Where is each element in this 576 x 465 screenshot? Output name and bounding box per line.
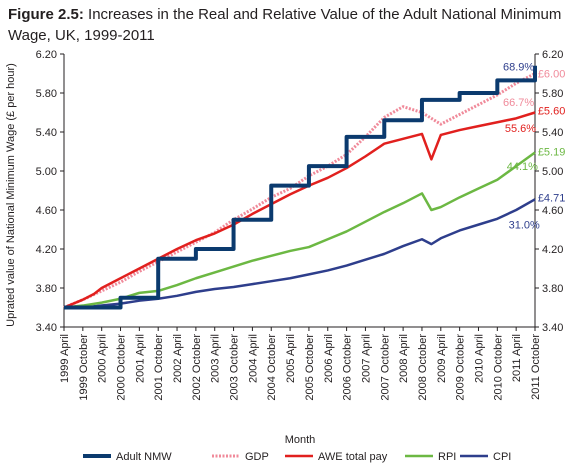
x-tick-label: 2006 April bbox=[323, 334, 335, 383]
x-tick-label: 2008 April bbox=[398, 334, 410, 383]
y-tick-label-right: 5.40 bbox=[542, 127, 563, 139]
y-tick-label-right: 6.20 bbox=[542, 49, 563, 61]
y-tick-label-left: 4.60 bbox=[36, 205, 57, 217]
y-tick-label-right: 5.00 bbox=[542, 166, 563, 178]
data-label: 55.6% bbox=[505, 123, 536, 135]
title-text: Increases in the Real and Relative Value… bbox=[8, 6, 562, 44]
y-tick-label-left: 5.00 bbox=[36, 166, 57, 178]
x-tick-label: 2004 April bbox=[247, 334, 259, 383]
data-label: £5.19 bbox=[538, 147, 566, 159]
series-line-awe-total-pay bbox=[63, 111, 536, 309]
legend-label: AWE total pay bbox=[318, 451, 388, 463]
series-line-gdp bbox=[63, 72, 536, 309]
series-line-adult-nmw bbox=[64, 65, 537, 310]
y-tick-label-left: 5.80 bbox=[36, 88, 57, 100]
y-tick-label-left: 3.80 bbox=[36, 283, 57, 295]
x-tick-label: 2011 April bbox=[511, 334, 523, 382]
x-tick-label: 2011 October bbox=[530, 334, 542, 400]
x-tick-label: 2004 October bbox=[266, 334, 278, 401]
chart-title: Figure 2.5: Increases in the Real and Re… bbox=[8, 4, 568, 46]
x-tick-label: 1999 October bbox=[78, 334, 90, 401]
x-tick-label: 2003 October bbox=[229, 334, 241, 401]
y-tick-label-right: 4.20 bbox=[542, 244, 563, 256]
legend-label: Adult NMW bbox=[116, 451, 172, 463]
x-axis-label: Month bbox=[285, 434, 316, 446]
figure-number: Figure 2.5: bbox=[8, 6, 84, 23]
y-tick-label-left: 6.20 bbox=[36, 49, 57, 61]
x-tick-label: 2002 April bbox=[172, 334, 184, 383]
x-tick-label: 2009 April bbox=[436, 334, 448, 383]
x-tick-label: 2005 October bbox=[304, 334, 316, 401]
data-label: 31.0% bbox=[509, 220, 540, 232]
y-tick-label-right: 5.80 bbox=[542, 88, 563, 100]
data-label: 44.1% bbox=[507, 161, 538, 173]
data-label: £4.71 bbox=[538, 192, 566, 204]
x-tick-label: 2000 October bbox=[116, 334, 128, 401]
legend-label: GDP bbox=[245, 451, 269, 463]
y-tick-label-left: 3.40 bbox=[36, 322, 57, 334]
x-tick-label: 2000 April bbox=[97, 334, 109, 383]
x-tick-label: 2007 October bbox=[379, 334, 391, 401]
legend-label: RPI bbox=[438, 451, 456, 463]
x-tick-label: 2008 October bbox=[417, 334, 429, 401]
x-tick-label: 2001 October bbox=[153, 334, 165, 401]
legend: Adult NMW GDP AWE total pay RPI CPI bbox=[83, 451, 511, 463]
x-tick-label: 2009 October bbox=[455, 334, 467, 401]
x-tick-label: 2001 April bbox=[134, 334, 146, 383]
x-tick-label: 2005 April bbox=[285, 334, 297, 383]
y-tick-label-right: 4.60 bbox=[542, 205, 563, 217]
data-label: £6.00 bbox=[538, 69, 566, 81]
data-label: 66.7% bbox=[503, 97, 534, 109]
y-tick-label-left: 5.40 bbox=[36, 127, 57, 139]
y-axis-label: Uprated value of National Minimum Wage (… bbox=[5, 63, 17, 327]
x-tick-label: 2002 October bbox=[191, 334, 203, 401]
y-tick-label-right: 3.40 bbox=[542, 322, 563, 334]
data-label: £5.60 bbox=[538, 106, 566, 118]
series-lines bbox=[63, 65, 537, 310]
data-label: 68.9% bbox=[503, 62, 534, 74]
x-tick-label: 2010 October bbox=[492, 334, 504, 401]
series-line-rpi bbox=[63, 151, 536, 309]
legend-label: CPI bbox=[493, 451, 511, 463]
y-tick-label-right: 3.80 bbox=[542, 283, 563, 295]
series-line-cpi bbox=[64, 198, 536, 309]
x-tick-label: 2003 April bbox=[210, 334, 222, 383]
x-tick-label: 2007 April bbox=[360, 334, 372, 383]
x-tick-label: 2006 October bbox=[342, 334, 354, 401]
x-tick-label: 2010 April bbox=[473, 334, 485, 383]
x-tick-label: 1999 April bbox=[59, 334, 71, 383]
y-tick-label-left: 4.20 bbox=[36, 244, 57, 256]
axes: 3.40 3.40 3.80 3.80 4.20 4.20 4.60 4.60 5.00 5.00… bbox=[36, 49, 564, 401]
